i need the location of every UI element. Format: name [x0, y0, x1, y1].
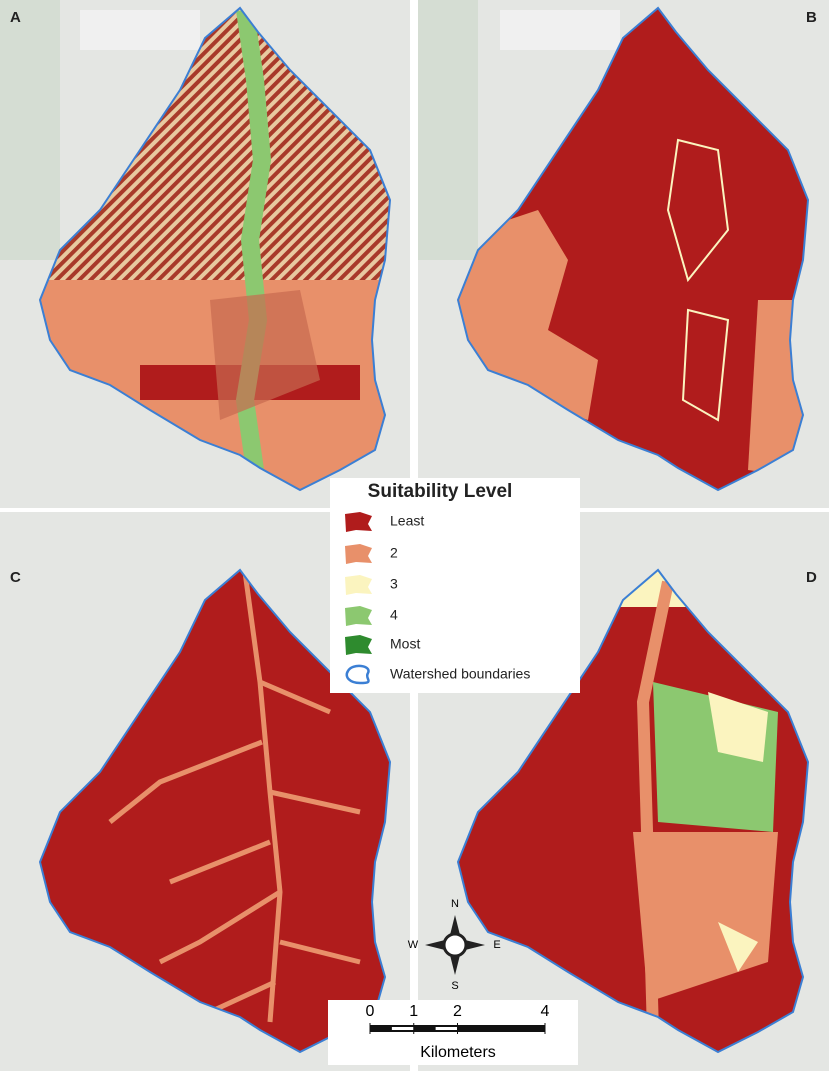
panel-label: C — [10, 569, 21, 586]
scale-tick-label: 0 — [366, 1003, 375, 1020]
scale-bar: 0 1 2 4 — [366, 1003, 550, 1034]
compass-s: S — [451, 980, 458, 992]
legend-label: 4 — [390, 607, 398, 623]
panel-label: B — [806, 9, 817, 26]
legend-box — [330, 478, 580, 693]
legend-label: Watershed boundaries — [390, 666, 530, 682]
legend-label: 2 — [390, 545, 398, 561]
panel-label: D — [806, 569, 817, 586]
panel-label: A — [10, 9, 21, 26]
legend-swatch — [345, 575, 372, 595]
legend-label: 3 — [390, 576, 398, 592]
legend-title: Suitability Level — [368, 481, 513, 502]
legend-swatch — [345, 544, 372, 564]
compass-w: W — [408, 939, 419, 951]
scale-tick-label: 4 — [541, 1003, 550, 1020]
legend: Least 2 3 4 Most Watershed boundaries — [345, 512, 530, 685]
scale-bar-segment — [435, 1027, 458, 1030]
legend-swatch — [345, 664, 370, 685]
legend-swatch — [345, 606, 372, 626]
scale-unit: Kilometers — [420, 1044, 496, 1061]
legend-label: Most — [390, 636, 420, 652]
compass: N S W E — [408, 898, 501, 992]
scale-tick-label: 1 — [409, 1003, 418, 1020]
compass-e: E — [493, 939, 500, 951]
legend-swatch — [345, 512, 372, 532]
legend-label: Least — [390, 513, 424, 529]
legend-swatch — [345, 635, 372, 655]
scale-tick-label: 2 — [453, 1003, 462, 1020]
scale-bar-segment — [391, 1027, 414, 1030]
compass-n: N — [451, 898, 459, 910]
